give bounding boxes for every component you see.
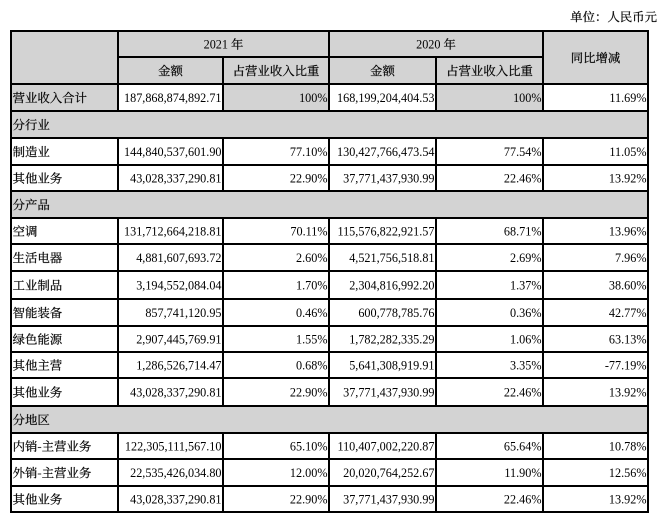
svg-text:22.46%: 22.46% (504, 171, 542, 185)
svg-text:22.90%: 22.90% (290, 492, 328, 506)
svg-text:12.00%: 12.00% (290, 466, 328, 480)
svg-text:1.06%: 1.06% (510, 332, 541, 346)
svg-text:42.77%: 42.77% (609, 306, 647, 320)
svg-text:22.46%: 22.46% (504, 492, 542, 506)
svg-text:4,521,756,518.81: 4,521,756,518.81 (349, 251, 434, 265)
svg-text:10.78%: 10.78% (609, 439, 647, 453)
svg-text:68.71%: 68.71% (504, 224, 542, 238)
svg-text:4,881,607,693.72: 4,881,607,693.72 (136, 251, 221, 265)
svg-text:11.05%: 11.05% (609, 145, 646, 159)
svg-text:3.35%: 3.35% (510, 358, 541, 372)
svg-text:2.69%: 2.69% (510, 251, 541, 265)
svg-text:168,199,204,404.53: 168,199,204,404.53 (337, 91, 435, 105)
svg-text:43,028,337,290.81: 43,028,337,290.81 (130, 385, 221, 399)
svg-text:130,427,766,473.54: 130,427,766,473.54 (337, 145, 435, 159)
svg-text:65.10%: 65.10% (290, 439, 328, 453)
svg-text:131,712,664,218.81: 131,712,664,218.81 (124, 224, 222, 238)
svg-text:0.46%: 0.46% (296, 306, 327, 320)
svg-text:0.68%: 0.68% (296, 358, 327, 372)
svg-text:1.55%: 1.55% (296, 332, 327, 346)
svg-text:77.54%: 77.54% (504, 145, 542, 159)
svg-text:5,641,308,919.91: 5,641,308,919.91 (349, 358, 434, 372)
svg-text:1,782,282,335.29: 1,782,282,335.29 (349, 332, 434, 346)
svg-text:13.92%: 13.92% (609, 492, 647, 506)
svg-text:2,304,816,992.20: 2,304,816,992.20 (349, 278, 434, 292)
svg-text:144,840,537,601.90: 144,840,537,601.90 (124, 145, 222, 159)
svg-text:187,868,874,892.71: 187,868,874,892.71 (124, 91, 222, 105)
svg-text:115,576,822,921.57: 115,576,822,921.57 (337, 224, 434, 238)
svg-text:43,028,337,290.81: 43,028,337,290.81 (130, 492, 221, 506)
svg-text:2020: 2020 (416, 37, 440, 51)
svg-text:22,535,426,034.80: 22,535,426,034.80 (130, 466, 221, 480)
svg-text:857,741,120.95: 857,741,120.95 (145, 306, 221, 320)
svg-text:122,305,111,567.10: 122,305,111,567.10 (125, 439, 222, 453)
svg-text:20,020,764,252.67: 20,020,764,252.67 (343, 466, 434, 480)
svg-text:22.46%: 22.46% (504, 385, 542, 399)
svg-text:37,771,437,930.99: 37,771,437,930.99 (343, 385, 434, 399)
svg-text:13.92%: 13.92% (609, 171, 647, 185)
svg-text:38.60%: 38.60% (609, 278, 647, 292)
svg-text:22.90%: 22.90% (290, 171, 328, 185)
svg-text:600,778,785.76: 600,778,785.76 (358, 306, 434, 320)
svg-text:7.96%: 7.96% (615, 251, 646, 265)
svg-text:-77.19%: -77.19% (605, 358, 647, 372)
svg-text:37,771,437,930.99: 37,771,437,930.99 (343, 171, 434, 185)
svg-text:1.70%: 1.70% (296, 278, 327, 292)
svg-text:77.10%: 77.10% (290, 145, 328, 159)
svg-text:63.13%: 63.13% (609, 332, 647, 346)
svg-text:43,028,337,290.81: 43,028,337,290.81 (130, 171, 221, 185)
svg-text:1,286,526,714.47: 1,286,526,714.47 (136, 358, 221, 372)
svg-text:13.92%: 13.92% (609, 385, 647, 399)
svg-text:0.36%: 0.36% (510, 306, 541, 320)
svg-text:12.56%: 12.56% (609, 466, 647, 480)
svg-text:100%: 100% (513, 91, 541, 105)
svg-text:37,771,437,930.99: 37,771,437,930.99 (343, 492, 434, 506)
svg-text:100%: 100% (299, 91, 327, 105)
svg-text:2.60%: 2.60% (296, 251, 327, 265)
svg-text:2,907,445,769.91: 2,907,445,769.91 (136, 332, 221, 346)
svg-text:11.69%: 11.69% (609, 91, 646, 105)
svg-text:11.90%: 11.90% (504, 466, 541, 480)
svg-text:65.64%: 65.64% (504, 439, 542, 453)
svg-text:2021: 2021 (204, 37, 228, 51)
svg-text:3,194,552,084.04: 3,194,552,084.04 (136, 278, 221, 292)
svg-text:70.11%: 70.11% (290, 224, 327, 238)
svg-text:1.37%: 1.37% (510, 278, 541, 292)
svg-text:22.90%: 22.90% (290, 385, 328, 399)
svg-text:110,407,002,220.87: 110,407,002,220.87 (337, 439, 434, 453)
svg-text:13.96%: 13.96% (609, 224, 647, 238)
